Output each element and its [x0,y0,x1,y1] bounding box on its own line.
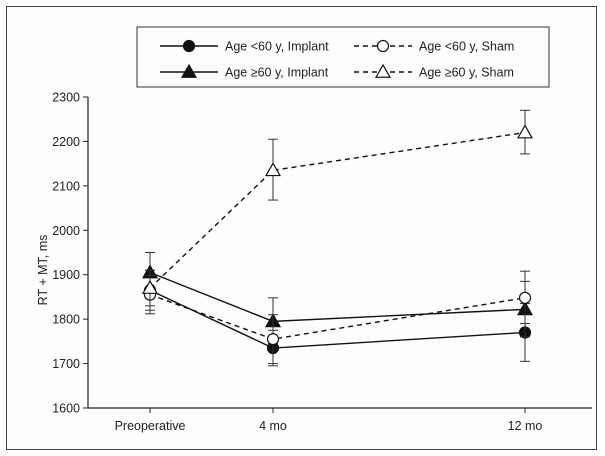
y-axis-label: RT + MT, ms [36,235,50,306]
legend-marker [376,39,390,53]
y-tick-label: 1900 [52,268,80,282]
data-point [141,279,159,294]
legend: Age <60 y, Implant Age ≥60 y, Implant Age … [136,26,550,88]
data-point [516,124,534,139]
y-tick-label: 1800 [52,313,80,327]
series-2 [141,252,534,345]
series-line [149,131,526,289]
y-tick-label: 1700 [52,357,80,371]
legend-item: Age <60 y, Sham [354,40,514,54]
legend-marker [180,63,198,78]
legend-marker [374,63,392,78]
x-tick-label: 4 mo [259,419,287,433]
series-4 [141,109,534,307]
legend-item: Age ≥60 y, Implant [160,63,329,80]
y-tick-label: 1600 [52,402,80,416]
series-layer [141,109,534,367]
legend-label: Age ≥60 y, Sham [419,66,514,80]
y-tick-label: 2200 [52,135,80,149]
legend-marker [182,39,196,53]
legend-label: Age <60 y, Implant [225,40,329,54]
data-point [518,291,532,304]
legend-box [136,26,550,88]
legend-label: Age ≥60 y, Implant [225,66,329,80]
y-tick-label: 2100 [52,179,80,193]
legend-label: Age <60 y, Sham [419,40,514,54]
data-point [266,333,280,346]
legend-item: Age ≥60 y, Sham [354,63,514,80]
x-tick-label: 12 mo [508,419,543,433]
data-point [264,162,282,177]
y-tick-label: 2000 [52,224,80,238]
x-tick-label: Preoperative [115,419,186,433]
figure-frame [6,6,597,450]
legend-item: Age <60 y, Implant [160,40,329,54]
series-line [149,289,526,349]
series-line [149,271,526,323]
y-tick-label: 2300 [52,91,80,105]
series-3 [143,270,532,365]
axes: 1600 1700 1800 1900 2000 2100 2200 2300 Preopera… [52,91,592,433]
